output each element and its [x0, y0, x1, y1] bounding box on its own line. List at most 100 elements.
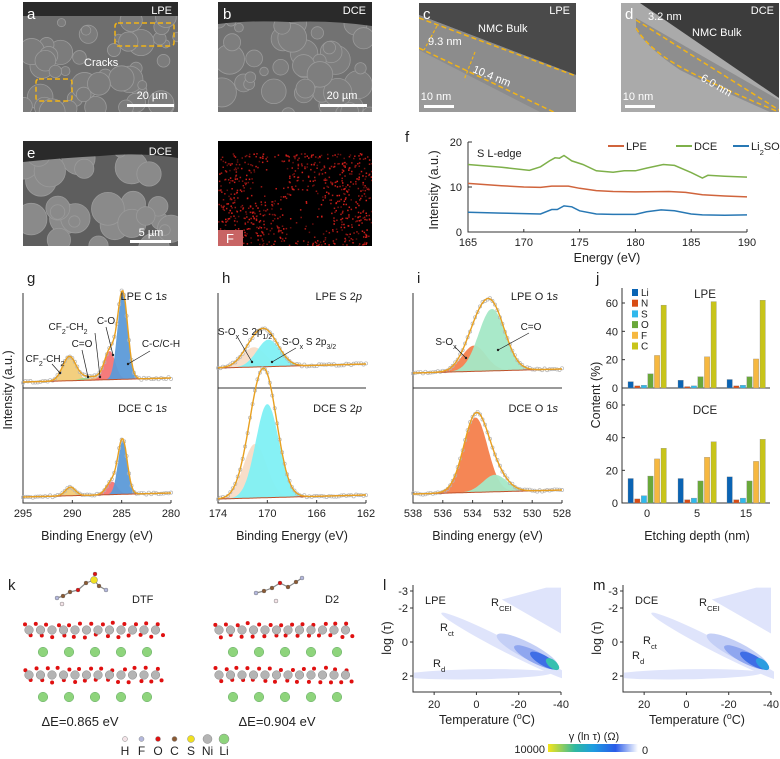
fluorine-signal	[316, 244, 318, 246]
oxygen-atom	[159, 678, 164, 683]
fluorine-signal	[313, 184, 315, 186]
panel-letter-j: j	[595, 270, 599, 287]
fluorine-signal	[316, 167, 318, 169]
bar-lpe-f-0	[654, 355, 660, 389]
y-axis-title: log (τ)	[380, 621, 394, 654]
arrow-line	[454, 346, 467, 359]
fluorine-signal	[226, 189, 229, 192]
raw-data-point	[478, 412, 482, 417]
fluorine-signal	[253, 169, 255, 171]
bar-dce-c-0	[660, 448, 667, 504]
fluorine-signal	[284, 195, 287, 198]
fluorine-signal	[365, 172, 368, 174]
nickel-atom	[58, 625, 69, 635]
fluorine-signal	[337, 206, 339, 209]
fluorine-signal	[324, 238, 327, 241]
fluorine-signal	[248, 178, 251, 181]
fluorine-signal	[332, 230, 334, 233]
fluorine-signal	[340, 226, 343, 229]
fluorine-signal	[368, 159, 371, 161]
drt-contours	[414, 587, 562, 682]
fluorine-signal	[235, 174, 238, 176]
fluorine-signal	[348, 167, 350, 170]
fluorine-signal	[252, 223, 254, 225]
arrow-head	[126, 362, 130, 366]
fluorine-signal	[230, 180, 232, 182]
fluorine-signal	[331, 194, 334, 197]
fluorine-signal	[277, 227, 279, 229]
oxygen-atom	[306, 633, 311, 638]
x-tick-label: 166	[307, 508, 325, 520]
atom-legend-label: F	[138, 744, 145, 758]
fluorine-signal	[334, 181, 336, 184]
fluorine-signal	[345, 190, 348, 192]
fluorine-signal	[270, 222, 272, 225]
subplot-title: LPE S 2p	[316, 291, 362, 303]
text-part: LPE C 1	[121, 291, 162, 303]
fluorine-signal	[273, 213, 276, 216]
fluorine-signal	[335, 202, 337, 205]
fluorine-signal	[265, 169, 268, 171]
raw-data-point	[517, 361, 522, 365]
subscript: ct	[651, 642, 658, 651]
fluorine-signal	[342, 165, 345, 167]
arrow-head	[98, 375, 102, 379]
fluorine-signal	[282, 196, 285, 198]
fluorine-signal	[354, 155, 356, 157]
fluorine-signal	[244, 161, 246, 164]
fluorine-signal	[248, 155, 251, 158]
fluorine-signal	[356, 202, 359, 205]
fluorine-signal	[278, 229, 280, 231]
nickel-atom	[81, 670, 92, 680]
fluorine-signal	[341, 177, 343, 180]
y-tick-label: 60	[606, 400, 618, 412]
fluorine-signal	[324, 195, 327, 197]
oxygen-atom	[339, 680, 344, 685]
fluorine-signal	[226, 220, 229, 222]
nickel-atom	[139, 625, 149, 635]
particle	[48, 64, 63, 79]
particle	[362, 106, 372, 112]
fluorine-signal	[262, 240, 264, 242]
fluorine-signal	[281, 232, 284, 234]
x-tick-label: 175	[570, 237, 588, 249]
arrow-line	[105, 326, 114, 356]
lithium-atom	[141, 646, 153, 658]
fluorine-signal	[228, 212, 230, 214]
lithium-atom	[331, 646, 343, 658]
fluorine-signal	[247, 181, 250, 184]
fluorine-signal	[335, 228, 338, 230]
fluorine-signal	[365, 236, 367, 239]
text-part: C-O	[97, 316, 116, 327]
x-tick-label: 170	[258, 508, 276, 520]
fluorine-signal	[271, 227, 273, 230]
fluorine-signal	[338, 194, 341, 197]
fitted-peak-2	[23, 440, 171, 497]
fluorine-signal	[333, 165, 336, 168]
oxygen-atom	[239, 634, 244, 639]
fluorine-signal	[231, 207, 233, 209]
particle	[352, 27, 372, 50]
fluorine-signal	[219, 173, 221, 175]
x-tick-label: -20	[721, 699, 737, 711]
fluorine-signal	[354, 215, 357, 218]
oxygen-atom	[138, 632, 143, 637]
fluorine-signal	[283, 240, 286, 242]
fluorine-signal	[339, 153, 342, 156]
fluorine-signal	[337, 153, 339, 156]
fluorine-signal	[364, 195, 367, 198]
text-part: R	[643, 635, 651, 647]
fluorine-signal	[318, 243, 321, 246]
panel-letter-i: i	[417, 270, 420, 287]
scale-bar-label: 5 µm	[139, 227, 164, 239]
fluorine-signal	[236, 220, 238, 223]
fluorine-signal	[257, 234, 260, 237]
fluorine-signal	[362, 184, 364, 186]
fluorine-signal	[333, 220, 336, 223]
x-tick-label: 165	[459, 237, 477, 249]
sample-tag: LPE	[549, 5, 570, 17]
fluorine-signal	[265, 210, 267, 212]
fluorine-signal	[292, 161, 294, 164]
fluorine-signal	[351, 162, 353, 164]
panel-e-sem-image: e DCE 5 µm	[23, 141, 178, 246]
